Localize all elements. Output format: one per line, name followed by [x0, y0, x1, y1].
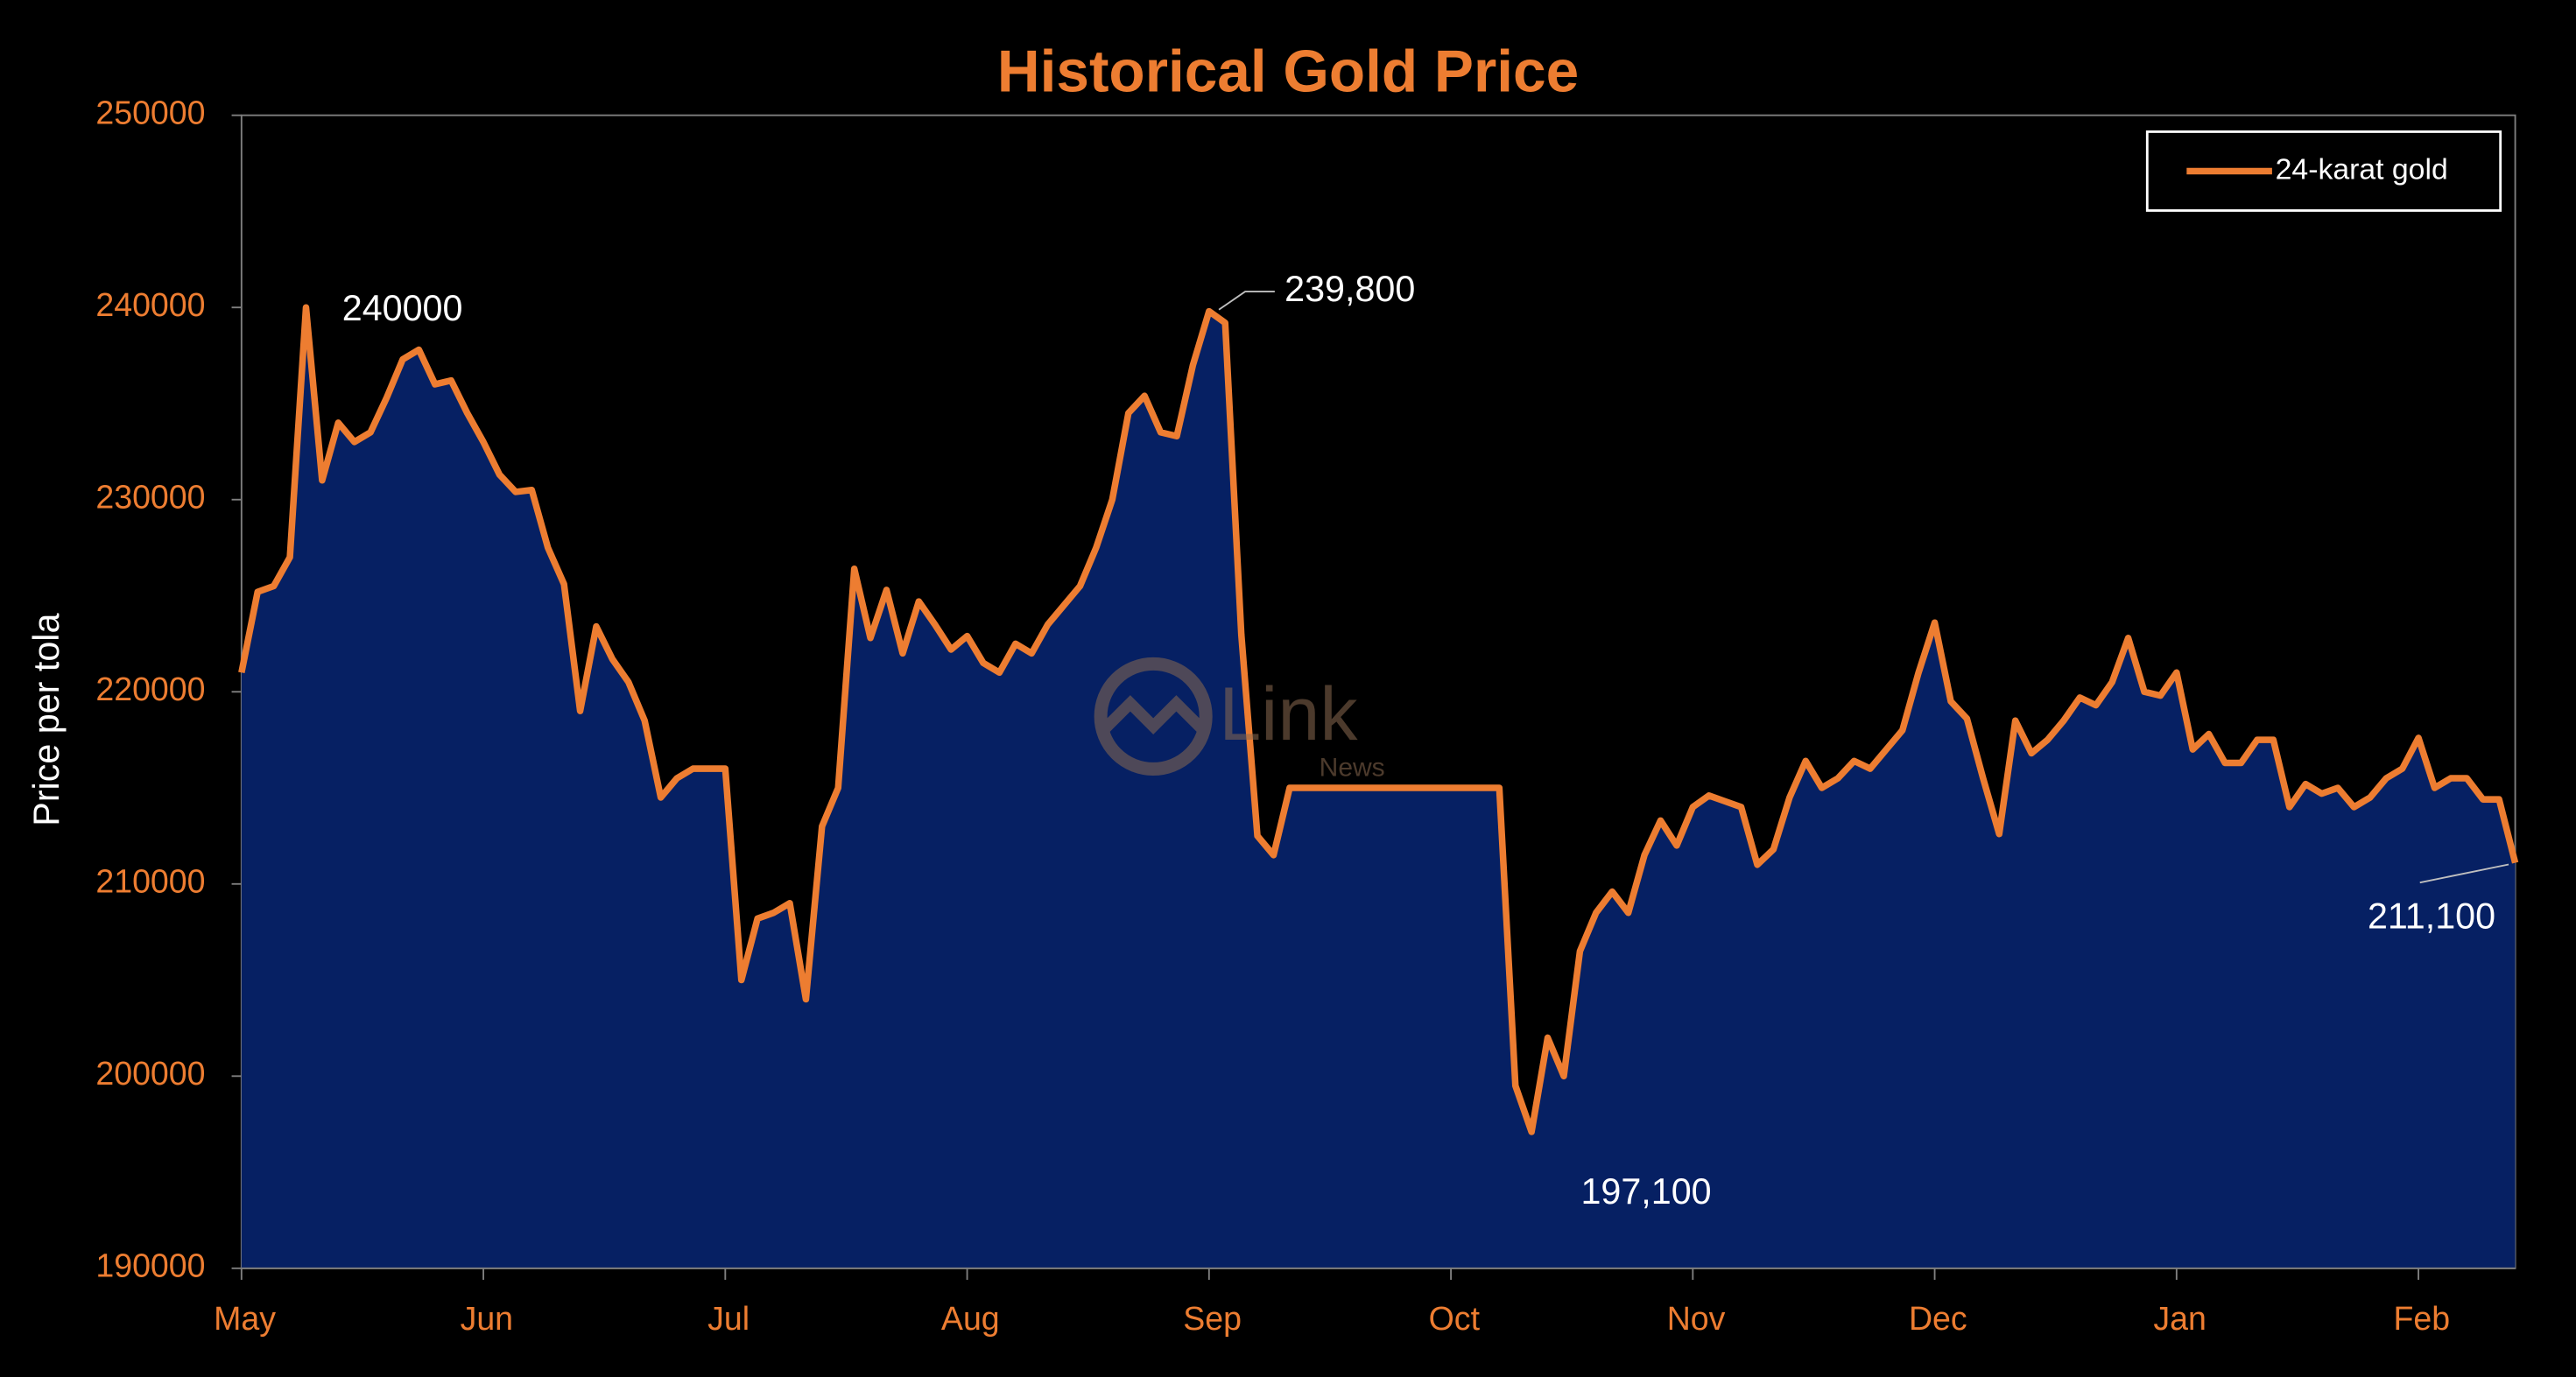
x-tick-label: Jul	[707, 1300, 750, 1337]
y-axis-label: Price per tola	[26, 614, 67, 826]
data-label: 211,100	[2368, 896, 2495, 936]
x-tick-label: Sep	[1183, 1300, 1242, 1337]
y-tick-label: 250000	[95, 95, 205, 131]
y-tick-label: 240000	[95, 286, 205, 323]
data-label: 240000	[342, 288, 463, 328]
plot-area: 190000 200000 210000 220000 230000 240000 2500…	[95, 95, 2519, 1337]
x-tick-label: Jan	[2153, 1300, 2206, 1337]
watermark-text: Link	[1219, 672, 1358, 756]
legend-label: 24-karat gold	[2276, 152, 2448, 186]
watermark-icon	[1100, 695, 1207, 734]
y-tick-label: 220000	[95, 671, 205, 707]
area	[241, 307, 2516, 1268]
x-tick-label: Nov	[1667, 1300, 1726, 1337]
line	[238, 304, 2519, 1135]
data-label: 239,800	[1284, 269, 1415, 309]
x-tick-label: May	[214, 1300, 276, 1337]
chart-title: Historical Gold Price	[997, 39, 1579, 104]
data-label: 197,100	[1580, 1171, 1711, 1212]
x-tick-label: Jun	[461, 1300, 514, 1337]
y-tick-label: 210000	[95, 863, 205, 900]
y-tick-label: 190000	[95, 1247, 205, 1284]
x-tick-label: Dec	[1909, 1300, 1967, 1337]
leader-line	[1218, 291, 1275, 311]
x-tick-label: Oct	[1429, 1300, 1481, 1337]
watermark-subtext: News	[1320, 753, 1385, 782]
x-tick-label: Aug	[941, 1300, 1000, 1337]
watermark: Link News	[1094, 657, 1385, 782]
x-tick-label: Feb	[2394, 1300, 2451, 1337]
y-tick-label: 200000	[95, 1055, 205, 1092]
leader-line	[2419, 863, 2509, 884]
y-tick-label: 230000	[95, 479, 205, 516]
watermark-ring	[1094, 657, 1213, 776]
